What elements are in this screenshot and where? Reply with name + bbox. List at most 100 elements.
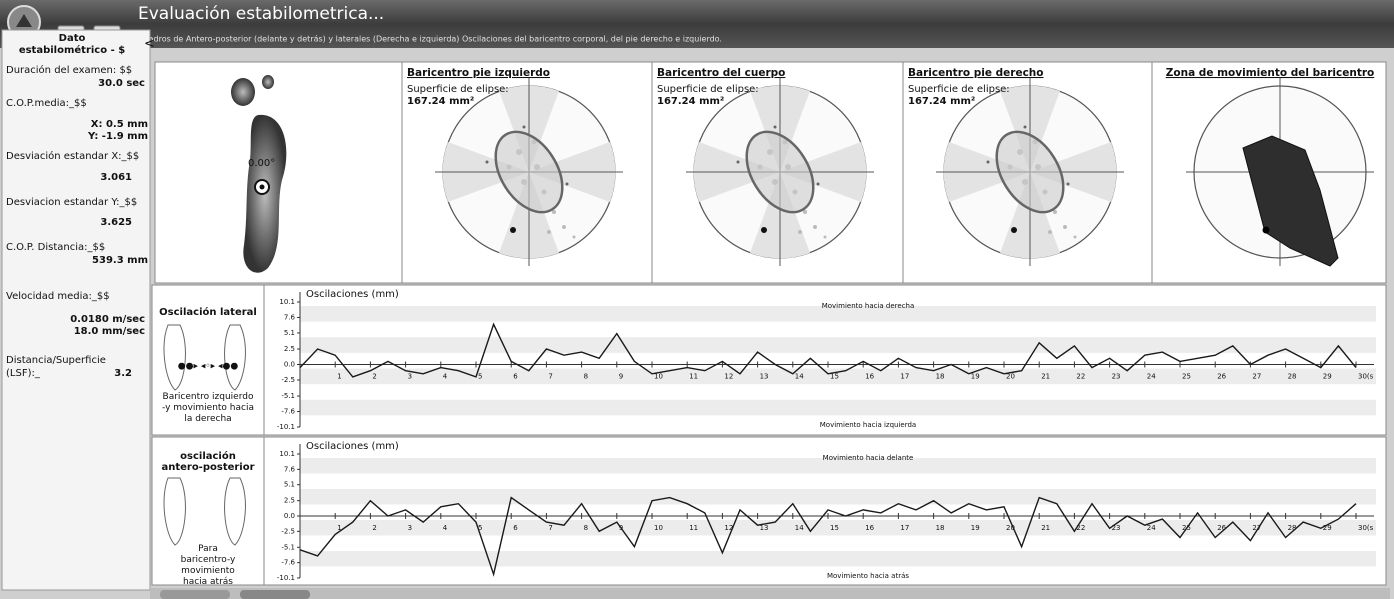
panel-value: 167.24 mm² [657,96,724,107]
y-axis-label: Oscilaciones (mm) [306,289,399,300]
y-tick-label: -10.1 [277,423,295,431]
x-tick-label: 30(s [1358,524,1374,532]
y-tick-label: 2.5 [284,345,295,353]
sidebar-title: Dato [59,33,86,44]
y-tick-label: -2.5 [281,376,295,384]
x-tick-label: 5 [478,373,482,381]
stat-label: Duración del examen: $$ [6,64,132,76]
stat-value: 539.3 mm [92,255,148,266]
stat-value: Y: -1.9 mm [87,131,148,142]
stat-value: 18.0 mm/sec [74,326,145,337]
stat-label: Desviacion estandar Y:_$$ [6,197,137,208]
x-tick-label: 3 [408,524,412,532]
y-tick-label: -5.1 [281,543,295,551]
sidebar [2,30,150,590]
stat-value: 3.2 [114,368,132,379]
toe-blob [262,75,274,89]
x-tick-label: 18 [936,524,945,532]
x-tick-label: 18 [936,373,945,381]
y-tick-label: -7.6 [281,408,295,416]
y-tick-label: 0.0 [284,512,295,520]
stat-label: (LSF):_ [6,368,41,379]
x-tick-label: 28 [1288,524,1297,532]
toe-blob [231,78,255,106]
x-tick-label: 23 [1112,373,1121,381]
x-tick-label: 14 [795,373,804,381]
top-note: Movimiento hacia derecha [822,302,915,310]
x-tick-label: 21 [1041,373,1050,381]
stat-label: Distancia/Superficie [6,355,106,366]
stat-value: 3.625 [100,217,132,228]
x-tick-label: 7 [548,373,552,381]
bottom-note: Movimiento hacia izquierda [820,421,916,429]
y-tick-label: 2.5 [284,497,295,505]
panel-title: Baricentro pie izquierdo [407,67,550,79]
top-note: Movimiento hacia delante [823,454,914,462]
panel-label: Superficie de elipse: [657,84,759,95]
y-tick-label: 0.0 [284,361,295,369]
x-tick-label: 9 [619,373,623,381]
y-tick-label: 10.1 [279,450,295,458]
x-tick-label: 4 [443,373,448,381]
x-tick-label: 7 [548,524,552,532]
x-tick-label: 27 [1252,373,1261,381]
stat-label: Desviación estandar X:_$$ [6,150,139,162]
x-tick-label: 19 [971,524,980,532]
cop-marker-dot [260,185,265,190]
x-tick-label: 15 [830,524,839,532]
x-tick-label: 10 [654,524,663,532]
x-tick-label: 12 [724,373,733,381]
x-tick-label: 3 [408,373,412,381]
x-tick-label: 17 [900,524,909,532]
x-tick-label: 16 [865,373,874,381]
panel-title: Baricentro pie derecho [908,67,1044,79]
x-tick-label: 4 [443,524,448,532]
y-tick-label: 7.6 [284,313,296,321]
x-tick-label: 2 [372,524,376,532]
x-tick-label: 8 [584,373,588,381]
y-tick-label: 10.1 [279,298,295,306]
y-tick-label: -10.1 [277,574,295,582]
x-tick-label: 25 [1182,373,1191,381]
x-tick-label: 1 [337,373,341,381]
stat-value: 0.0180 m/sec [70,314,145,325]
y-tick-label: -5.1 [281,392,295,400]
panel-label: Superficie de elipse: [908,84,1010,95]
stat-label: C.O.P. Distancia:_$$ [6,242,105,253]
x-tick-label: 8 [584,524,588,532]
box-title: Oscilación lateral [159,306,257,318]
stat-value: X: 0.5 mm [91,119,148,130]
x-tick-label: 2 [372,373,376,381]
x-tick-label: 11 [689,373,698,381]
top-panels: 0.00° Baricentro pie izquierdo Superfici… [155,62,1386,283]
x-tick-label: 6 [513,524,518,532]
x-tick-label: 14 [795,524,804,532]
window-subtitle: Cuadros de Antero-posterior (delante y d… [138,35,722,44]
tab-button[interactable] [240,590,310,599]
stat-value: 3.061 [100,172,132,183]
stat-label: C.O.P.media:_$$ [6,98,87,109]
window-title: Evaluación estabilometrica... [138,4,384,24]
y-tick-label: 5.1 [284,329,295,337]
y-tick-label: 7.6 [284,465,296,473]
x-tick-label: 19 [971,373,980,381]
x-tick-label: 11 [689,524,698,532]
x-tick-label: 30(s [1358,373,1374,381]
x-tick-label: 24 [1147,524,1156,532]
plot-band [300,337,1376,353]
x-tick-label: 21 [1041,524,1050,532]
x-tick-label: 13 [760,373,769,381]
y-tick-label: -2.5 [281,527,295,535]
plot-band [300,551,1376,567]
sidebar-title: estabilométrico - $ [19,44,125,56]
y-axis-label: Oscilaciones (mm) [306,441,399,452]
collapse-button[interactable]: < [144,37,155,52]
bottom-note: Movimiento hacia atrás [827,572,909,580]
plot-band [300,400,1376,416]
footprint-angle: 0.00° [248,158,275,169]
panel-title: Zona de movimiento del baricentro [1166,67,1374,79]
x-tick-label: 24 [1147,373,1156,381]
tab-button[interactable] [160,590,230,599]
x-tick-label: 28 [1288,373,1297,381]
y-tick-label: 5.1 [284,481,295,489]
